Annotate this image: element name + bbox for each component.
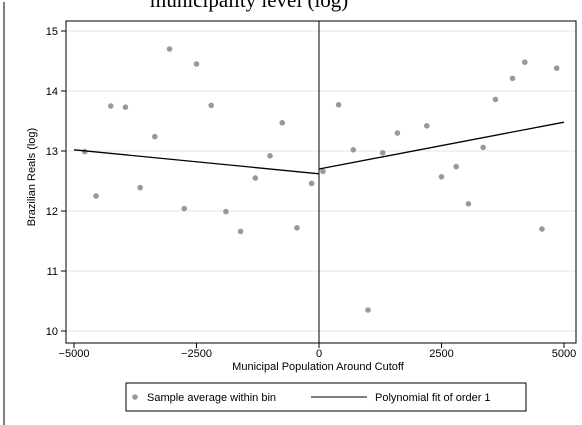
data-point <box>294 225 300 231</box>
data-point <box>553 65 560 71</box>
y-tick-label: 13 <box>46 146 58 158</box>
data-point <box>152 133 158 140</box>
data-point <box>93 193 99 199</box>
chart-title-fragment: municipality level (log) <box>150 0 349 12</box>
x-tick-label: 5000 <box>552 348 576 360</box>
y-tick-label: 14 <box>46 86 58 98</box>
fit-line-segment <box>318 121 565 170</box>
x-axis: −5000 −2500 0 2500 5000 <box>59 343 576 360</box>
data-point <box>279 120 286 126</box>
x-axis-label: Municipal Population Around Cutoff <box>232 361 405 373</box>
data-point <box>122 104 129 110</box>
fit-lines <box>73 121 565 175</box>
data-point <box>539 226 545 232</box>
data-point <box>335 102 342 108</box>
data-point <box>237 228 244 235</box>
x-tick-label: −5000 <box>59 348 90 360</box>
y-tick-label: 10 <box>46 326 58 338</box>
data-point <box>166 46 173 52</box>
data-point <box>492 96 499 103</box>
data-point <box>252 175 259 181</box>
data-point <box>223 208 229 215</box>
data-point <box>365 307 371 313</box>
data-point <box>208 102 214 109</box>
data-point <box>438 174 445 180</box>
data-point <box>137 184 143 191</box>
data-point <box>379 150 386 156</box>
legend-marker-scatter <box>132 394 138 400</box>
data-point <box>509 75 516 82</box>
data-point <box>267 153 273 159</box>
x-tick-label: 2500 <box>429 348 453 360</box>
x-tick-label: 0 <box>316 348 322 360</box>
scatter-points <box>81 46 560 313</box>
data-point <box>308 180 315 187</box>
data-point <box>181 205 188 212</box>
y-axis: 10 11 12 13 14 15 <box>46 26 66 338</box>
x-tick-label: −2500 <box>181 348 212 360</box>
legend-label-scatter: Sample average within bin <box>147 392 276 404</box>
data-point <box>480 144 486 151</box>
data-point <box>350 147 357 153</box>
data-point <box>320 168 326 175</box>
y-axis-label: Brazilian Reals (log) <box>26 128 38 226</box>
legend-label-line: Polynomial fit of order 1 <box>375 392 491 404</box>
data-point <box>107 103 114 109</box>
data-point <box>394 130 401 136</box>
y-tick-label: 11 <box>47 266 58 278</box>
data-point <box>453 163 460 170</box>
data-point <box>522 59 528 65</box>
fit-line-segment <box>73 149 320 175</box>
data-point <box>465 201 472 207</box>
y-tick-label: 12 <box>46 206 58 218</box>
legend: Sample average within bin Polynomial fit… <box>125 382 527 412</box>
data-point <box>193 61 200 67</box>
gridlines <box>66 30 576 332</box>
plot-frame <box>65 20 577 344</box>
data-point <box>424 123 430 129</box>
y-tick-label: 15 <box>46 26 58 38</box>
